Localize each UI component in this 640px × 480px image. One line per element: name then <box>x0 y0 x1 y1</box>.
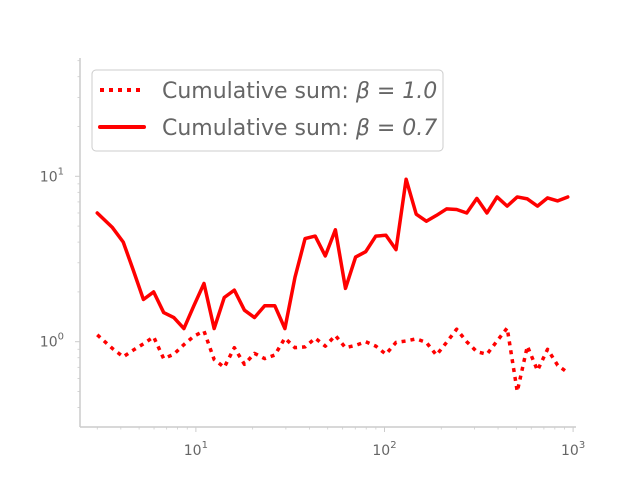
legend-prefix: Cumulative sum: <box>162 116 356 141</box>
x-tick-label: 101 <box>184 440 208 459</box>
legend-math: β = 1.0 <box>355 79 437 104</box>
x-tick-label: 103 <box>561 440 585 459</box>
legend-math: β = 0.7 <box>355 116 437 141</box>
y-tick-label: 100 <box>40 332 64 351</box>
legend-box <box>91 69 444 152</box>
y-axis-ticks: 100 101 <box>40 60 80 408</box>
series-line-beta-1 <box>96 326 569 394</box>
x-axis-ticks: 101 102 103 <box>96 427 585 459</box>
legend: Cumulative sum: β = 1.0 Cumulative sum: … <box>91 69 444 152</box>
y-tick-label: 101 <box>40 166 64 185</box>
legend-entry-beta-1: Cumulative sum: β = 1.0 <box>162 79 437 104</box>
legend-prefix: Cumulative sum: <box>162 79 356 104</box>
x-tick-label: 102 <box>372 440 396 459</box>
legend-entry-beta-07: Cumulative sum: β = 0.7 <box>162 116 437 141</box>
series-line-beta-07 <box>95 177 570 331</box>
series-layer <box>95 177 570 394</box>
